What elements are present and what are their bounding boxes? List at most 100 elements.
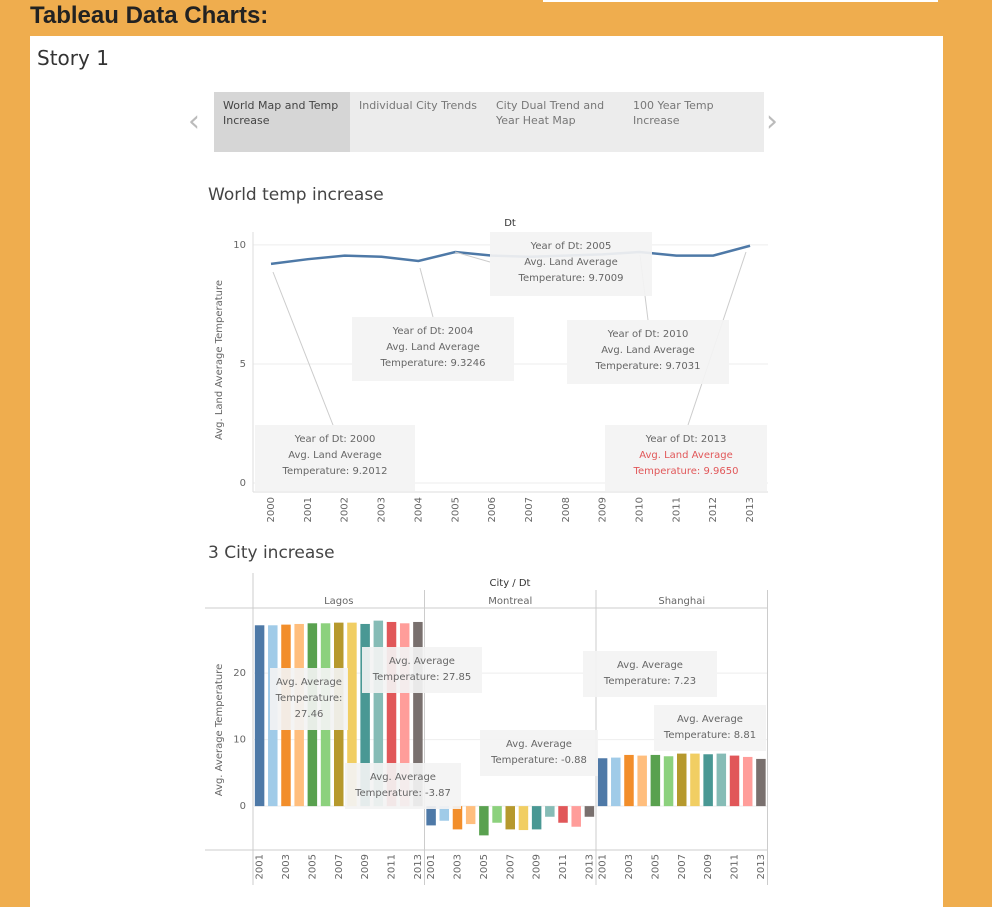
chart-title: World temp increase (208, 185, 384, 205)
x-tick-label: 2013 (413, 854, 424, 879)
annotation-text: Avg. Land Average (386, 342, 480, 353)
annotation-box (605, 425, 767, 491)
bar (452, 806, 463, 830)
bar (360, 623, 370, 807)
story-tab[interactable]: City Dual Trend and Year Heat Map (487, 92, 627, 152)
x-tick-label: 2001 (303, 497, 314, 522)
bar (756, 758, 766, 807)
annotation-text: Temperature: 27.85 (372, 672, 472, 683)
x-tick-label: 2013 (584, 854, 595, 879)
y-tick-label: 20 (233, 668, 246, 679)
x-tick-label: 2010 (635, 497, 646, 522)
bar (742, 756, 753, 807)
bar (729, 755, 740, 807)
leader-line (419, 267, 434, 318)
x-tick-label: 2000 (266, 497, 277, 522)
x-tick-label: 2005 (450, 497, 461, 522)
story-title: Story 1 (37, 46, 109, 70)
story-tab[interactable]: 100 Year Temp Increase (624, 92, 764, 152)
annotation-text: Temperature: 9.9650 (633, 466, 739, 477)
story-tab[interactable]: Individual City Trends (350, 92, 490, 152)
x-tick-label: 2003 (452, 854, 463, 879)
x-tick-label: 2007 (677, 854, 688, 879)
annotation-text: Avg. Average (506, 739, 572, 750)
x-tick-label: 2011 (671, 497, 682, 522)
story-tab[interactable]: World Map and Temp Increase (214, 92, 354, 152)
annotation-text: Temperature: 7.23 (603, 676, 696, 687)
y-axis-title: Avg. Land Average Temperature (214, 280, 225, 440)
annotation-text: Year of Dt: 2005 (530, 241, 612, 252)
bar (597, 758, 608, 807)
x-tick-label: 2011 (387, 854, 398, 879)
bar (399, 623, 410, 807)
bar (716, 753, 727, 807)
x-tick-label: 2003 (377, 497, 388, 522)
annotation-text: Year of Dt: 2010 (607, 329, 689, 340)
annotation-box (255, 425, 415, 491)
prev-arrow[interactable]: ‹ (188, 104, 200, 139)
annotation-text: 27.46 (295, 709, 324, 720)
facet-header: Lagos (324, 596, 353, 607)
bar (479, 806, 489, 836)
x-tick-label: 2005 (307, 854, 318, 879)
x-tick-label: 2001 (426, 854, 437, 879)
x-tick-label: 2003 (281, 854, 292, 879)
x-tick-label: 2007 (524, 497, 535, 522)
x-tick-label: 2011 (730, 854, 741, 879)
bar (386, 621, 397, 807)
annotation-text: Avg. Land Average (601, 345, 695, 356)
x-tick-label: 2013 (756, 854, 767, 879)
x-tick-label: 2002 (340, 497, 351, 522)
x-tick-label: 2011 (558, 854, 569, 879)
bar (518, 806, 529, 831)
annotation-box (490, 232, 652, 296)
annotation-box (352, 317, 514, 381)
annotation-box (567, 320, 729, 384)
y-tick-label: 10 (233, 240, 246, 251)
bar (677, 753, 687, 807)
bar (558, 806, 568, 823)
x-tick-label: 2009 (598, 497, 609, 522)
x-axis-title: City / Dt (490, 578, 531, 589)
annotation-text: Year of Dt: 2013 (645, 434, 727, 445)
annotation-text: Temperature: 9.7009 (518, 273, 624, 284)
annotation-text: Avg. Land Average (639, 450, 733, 461)
top-bar (543, 0, 938, 2)
bar (465, 806, 476, 825)
annotation-text: Temperature: (275, 693, 343, 704)
annotation-text: Temperature: 9.2012 (282, 466, 388, 477)
x-tick-label: 2003 (624, 854, 635, 879)
annotation-text: Temperature: 9.3246 (380, 358, 486, 369)
bar (690, 753, 700, 807)
annotation-text: Avg. Average (370, 772, 436, 783)
annotation-text: Avg. Average (389, 656, 455, 667)
annotation-text: Temperature: -3.87 (354, 788, 451, 799)
y-tick-label: 0 (240, 801, 246, 812)
x-tick-label: 2007 (334, 854, 345, 879)
annotation-text: Avg. Average (677, 714, 743, 725)
bar (373, 620, 384, 807)
bar (624, 754, 634, 807)
chart-title: 3 City increase (208, 543, 335, 563)
x-tick-label: 2001 (598, 854, 609, 879)
next-arrow[interactable]: › (766, 104, 778, 139)
x-tick-label: 2001 (255, 854, 266, 879)
y-tick-label: 0 (240, 478, 246, 489)
bar (584, 806, 595, 817)
bar (347, 622, 357, 807)
bar (492, 806, 502, 823)
x-tick-label: 2005 (479, 854, 490, 879)
bar (663, 756, 674, 807)
x-tick-label: 2007 (505, 854, 516, 879)
bar (413, 621, 423, 807)
bar (703, 754, 713, 807)
x-tick-label: 2012 (708, 497, 719, 522)
annotation-box (345, 763, 461, 809)
annotation-text: Year of Dt: 2004 (392, 326, 474, 337)
bar (611, 757, 621, 807)
y-tick-label: 10 (233, 735, 246, 746)
x-tick-label: 2009 (360, 854, 371, 879)
x-tick-label: 2013 (745, 497, 756, 522)
